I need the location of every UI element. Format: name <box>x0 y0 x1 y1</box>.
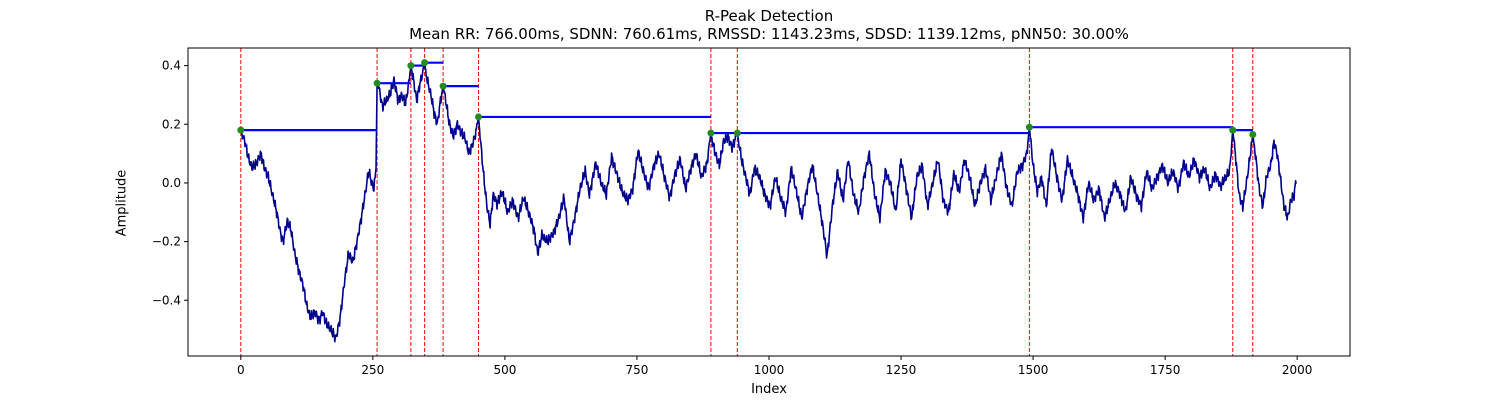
x-tick-label: 750 <box>626 363 649 377</box>
r-peak-marker <box>733 129 741 137</box>
y-tick-label: 0.2 <box>162 117 181 131</box>
r-peak-marker <box>707 129 715 137</box>
x-tick-label: 1000 <box>754 363 785 377</box>
r-peak-marker <box>1249 131 1257 139</box>
r-peak-marker <box>237 126 245 134</box>
ecg-signal-line <box>240 61 1297 343</box>
y-axis-label: Amplitude <box>114 169 130 237</box>
peak-lines-layer <box>240 48 1254 356</box>
r-peak-marker <box>1229 126 1237 134</box>
x-tick-label: 0 <box>237 363 245 377</box>
x-axis-label: Index <box>751 382 787 397</box>
peak-markers-layer <box>237 59 1257 139</box>
y-tick-label: 0.0 <box>162 176 181 190</box>
x-tick-label: 1250 <box>886 363 917 377</box>
x-tick-label: 250 <box>361 363 384 377</box>
y-axis: −0.4 −0.2 0.0 0.2 0.4 <box>152 59 188 307</box>
chart-subtitle: Mean RR: 766.00ms, SDNN: 760.61ms, RMSSD… <box>409 25 1129 43</box>
r-peak-marker <box>1025 123 1033 131</box>
y-tick-label: 0.4 <box>162 59 181 73</box>
rr-segments-layer <box>240 61 1253 135</box>
x-tick-label: 2000 <box>1282 363 1313 377</box>
x-tick-label: 1750 <box>1150 363 1181 377</box>
r-peak-marker <box>439 82 447 90</box>
y-tick-label: −0.2 <box>152 235 181 249</box>
y-tick-label: −0.4 <box>152 293 181 307</box>
r-peak-marker <box>475 113 482 121</box>
chart-title: R-Peak Detection <box>704 7 834 25</box>
r-peak-marker <box>421 59 429 67</box>
r-peak-marker <box>407 62 415 70</box>
x-axis: 0 250 500 750 1000 1250 1500 1750 2000 <box>237 356 1312 377</box>
r-peak-marker <box>373 79 381 87</box>
signal-layer <box>240 61 1297 343</box>
x-tick-label: 500 <box>493 363 516 377</box>
x-tick-label: 1500 <box>1018 363 1049 377</box>
